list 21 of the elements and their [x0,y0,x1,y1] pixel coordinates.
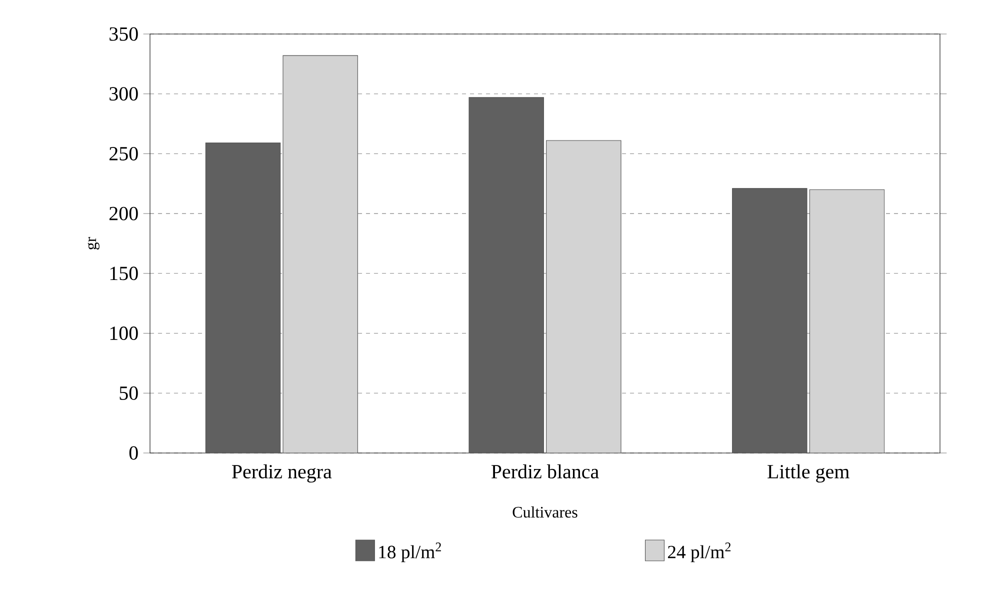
y-tick-label: 350 [110,27,138,41]
x-tick-label: Little gem [768,464,850,483]
y-tick-label: 150 [110,266,138,280]
y-tick-label: 200 [110,206,138,220]
bar [809,189,885,453]
y-tick-label: 50 [120,386,138,400]
x-axis-title: Cultivares [512,506,578,518]
legend-label: 24 pl/m$^{2}$ [668,542,731,562]
y-tick-label: 100 [110,326,138,340]
y-axis-title: gr [88,236,100,250]
bar [282,55,358,453]
legend-label: 18 pl/m$^{2}$ [379,542,441,562]
y-tick-label: 0 [129,446,138,460]
x-tick-label: Perdiz blanca [491,464,599,478]
bar [468,97,544,453]
bar [732,188,808,453]
y-tick-label: 300 [110,87,138,101]
x-tick-label: Perdiz negra [232,464,332,483]
y-tick-label: 250 [110,146,138,160]
bar [205,142,281,453]
bar [546,140,622,453]
